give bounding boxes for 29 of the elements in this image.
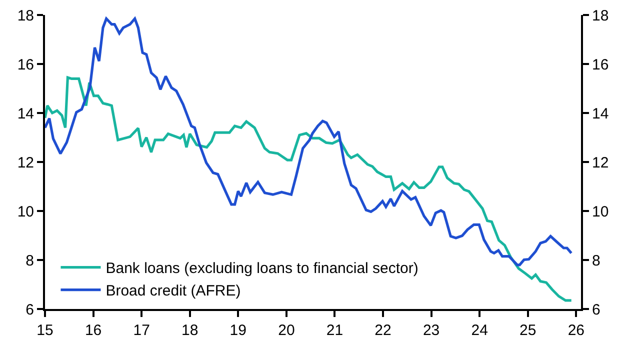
x-tick-label: 26 — [568, 322, 585, 339]
legend-label: Bank loans (excluding loans to financial sector) — [106, 260, 418, 278]
y-tick-label: 14 — [17, 105, 34, 122]
line-series — [45, 76, 573, 302]
y2-tick-label: 10 — [592, 203, 609, 220]
x-tick-label: 18 — [182, 322, 198, 339]
y2-tick-label: 8 — [592, 252, 600, 270]
x-tick-label: 20 — [278, 322, 295, 339]
y2-tick-label: 16 — [592, 56, 609, 74]
x-tick-label: 16 — [84, 322, 102, 339]
x-tick-label: 15 — [36, 322, 54, 339]
x-tick-label: 19 — [230, 322, 246, 339]
legend-label: Broad credit (AFRE) — [106, 282, 241, 300]
y2-tick-label: 18 — [592, 7, 609, 24]
x-tick-label: 23 — [422, 322, 440, 339]
y2-tick-label: 6 — [592, 301, 600, 318]
y-tick-label: 16 — [17, 56, 34, 74]
y-tick-label: 6 — [26, 301, 34, 318]
x-tick-label: 21 — [326, 322, 344, 339]
x-tick-label: 24 — [471, 322, 488, 339]
y-tick-label: 10 — [17, 203, 34, 220]
y2-tick-label: 12 — [592, 154, 609, 172]
x-tick-label: 17 — [133, 322, 150, 339]
x-tick-label: 25 — [520, 322, 536, 339]
y-tick-label: 12 — [17, 154, 34, 172]
x-tick-label: 22 — [374, 322, 392, 339]
y-tick-label: 8 — [26, 252, 34, 270]
y2-tick-label: 14 — [592, 105, 609, 122]
y-tick-label: 18 — [17, 7, 34, 24]
